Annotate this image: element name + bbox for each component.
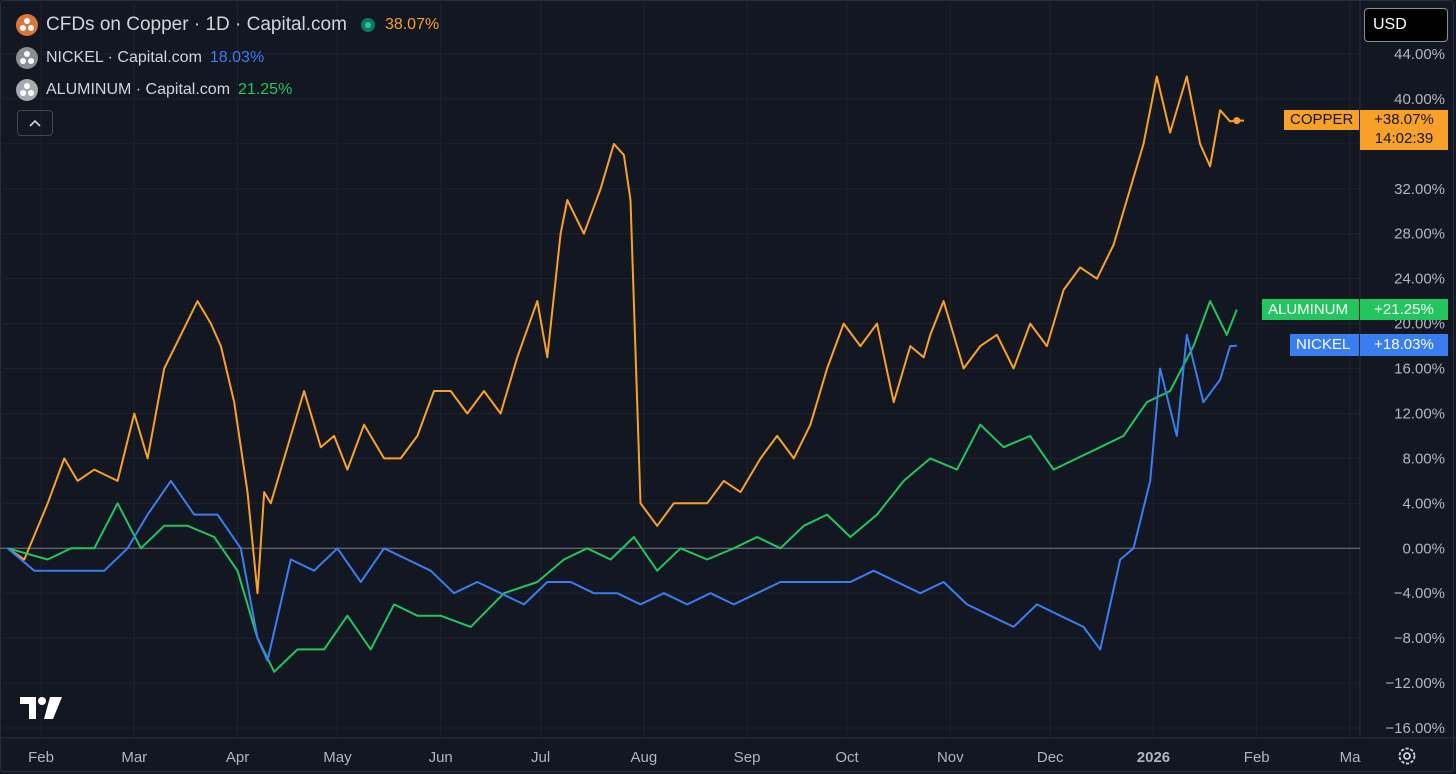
market-open-icon [360, 18, 375, 32]
copper-badge: COPPER [1284, 110, 1359, 130]
x-tick-label: Mar [121, 749, 147, 766]
legend-main-value: 38.07% [384, 16, 440, 33]
copper-price-badge: +38.07% 14:02:39 [1360, 110, 1448, 150]
aluminum-symbol-icon [16, 79, 38, 101]
y-tick-label: 40.00% [1394, 91, 1445, 108]
x-tick-label: 2026 [1137, 749, 1170, 766]
legend-aluminum-title: ALUMINUM · Capital.com [46, 81, 231, 98]
x-tick-label: Oct [835, 749, 859, 766]
x-tick-label: Dec [1037, 749, 1064, 766]
x-tick-label: May [323, 749, 352, 766]
x-tick-label: Feb [1244, 749, 1270, 766]
copper-symbol-icon [16, 14, 38, 36]
y-tick-label: 44.00% [1394, 46, 1445, 63]
chevron-up-icon [29, 119, 41, 127]
x-tick-label: Feb [28, 749, 54, 766]
x-tick-label: Nov [937, 749, 964, 766]
legend-nickel[interactable]: NICKEL · Capital.com 18.03% [16, 46, 264, 70]
collapse-legend-button[interactable] [17, 110, 53, 136]
legend-nickel-title: NICKEL · Capital.com [46, 49, 202, 66]
y-tick-label: 4.00% [1402, 495, 1445, 512]
series-line-copper [7, 75, 1237, 595]
y-tick-label: 0.00% [1402, 540, 1445, 557]
y-tick-label: 24.00% [1394, 271, 1445, 288]
currency-select[interactable]: USD [1364, 8, 1448, 42]
legend-main[interactable]: CFDs on Copper · 1D · Capital.com 38.07% [16, 13, 439, 37]
nickel-badge: NICKEL [1290, 334, 1359, 356]
gear-icon[interactable] [1396, 745, 1418, 767]
aluminum-badge: ALUMINUM [1262, 299, 1359, 320]
y-tick-label: −12.00% [1385, 675, 1445, 692]
copper-badge-value: +38.07% [1374, 111, 1434, 128]
y-tick-label: −8.00% [1394, 630, 1445, 647]
x-tick-label: Aug [631, 749, 658, 766]
x-tick-label: Sep [734, 749, 761, 766]
legend-main-title: CFDs on Copper · 1D · Capital.com [46, 14, 347, 35]
y-tick-label: 12.00% [1394, 405, 1445, 422]
y-tick-label: −16.00% [1385, 720, 1445, 737]
nickel-price-badge: +18.03% [1360, 334, 1448, 356]
aluminum-price-badge: +21.25% [1360, 299, 1448, 320]
y-tick-label: 8.00% [1402, 450, 1445, 467]
series-line-nickel [7, 333, 1237, 662]
y-tick-label: 28.00% [1394, 226, 1445, 243]
x-tick-label: Ma [1340, 749, 1361, 766]
x-tick-label: Jul [531, 749, 550, 766]
legend-aluminum[interactable]: ALUMINUM · Capital.com 21.25% [16, 78, 292, 102]
x-tick-label: Jun [429, 749, 453, 766]
series-line-aluminum [7, 300, 1238, 673]
legend-aluminum-value: 21.25% [238, 81, 293, 98]
y-tick-label: 32.00% [1394, 181, 1445, 198]
x-tick-label: Apr [226, 749, 249, 766]
tradingview-logo-icon[interactable] [20, 697, 62, 719]
y-tick-label: −4.00% [1394, 585, 1445, 602]
legend-nickel-value: 18.03% [209, 49, 265, 66]
y-tick-label: 16.00% [1394, 361, 1445, 378]
nickel-symbol-icon [16, 47, 38, 69]
copper-badge-timer: 14:02:39 [1374, 130, 1434, 147]
